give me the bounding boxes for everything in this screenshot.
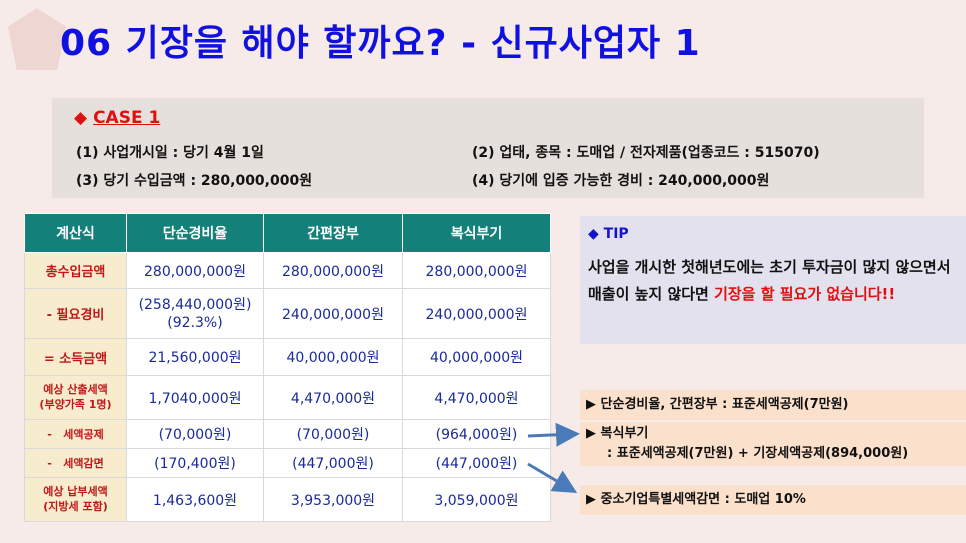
table-cell: 280,000,000원 bbox=[402, 252, 551, 289]
table-row: = 소득금액 21,560,000원 40,000,000원 40,000,00… bbox=[24, 338, 551, 376]
table-row: 총수입금액 280,000,000원 280,000,000원 280,000,… bbox=[24, 252, 551, 289]
arrow-icon bbox=[527, 462, 578, 494]
table-cell: 4,470,000원 bbox=[402, 375, 551, 420]
column-header-simple-rate: 단순경비율 bbox=[126, 213, 264, 253]
row-label-calculated-tax: 예상 산출세액 (부양가족 1명) bbox=[24, 375, 127, 420]
arrow-icon bbox=[527, 422, 580, 447]
note-text: ▶ 중소기업특별세액감면 : 도매업 10% bbox=[586, 492, 806, 507]
note-text: : 표준세액공제(7만원) + 기장세액공제(894,000원) bbox=[598, 446, 909, 461]
table-row: 예상 납부세액 (지방세 포함) 1,463,600원 3,953,000원 3… bbox=[24, 477, 551, 522]
case-label: CASE 1 bbox=[93, 108, 161, 128]
note-double-entry: ▶ 복식부기 : 표준세액공제(7만원) + 기장세액공제(894,000원) bbox=[580, 422, 966, 466]
case-heading: ◆ CASE 1 bbox=[74, 108, 160, 128]
column-header-formula: 계산식 bbox=[24, 213, 127, 253]
tip-highlight: 기장을 할 필요가 없습니다!! bbox=[714, 285, 896, 303]
diamond-bullet-icon: ◆ bbox=[74, 108, 88, 128]
note-sme-reduction: ▶ 중소기업특별세액감면 : 도매업 10% bbox=[580, 485, 966, 515]
table-row: 예상 산출세액 (부양가족 1명) 1,7040,000원 4,470,000원… bbox=[24, 375, 551, 420]
row-label-income: = 소득금액 bbox=[24, 338, 127, 376]
case-item-expenses: (4) 당기에 입증 가능한 경비 : 240,000,000원 bbox=[472, 173, 770, 189]
note-standard-credit: ▶ 단순경비율, 간편장부 : 표준세액공제(7만원) bbox=[580, 390, 966, 420]
table-cell: 40,000,000원 bbox=[263, 338, 403, 376]
note-text: ▶ 복식부기 bbox=[586, 426, 649, 441]
table-cell: (964,000원) bbox=[402, 419, 551, 449]
table-cell: 280,000,000원 bbox=[126, 252, 264, 289]
table-row: - 세액공제 (70,000원) (70,000원) (964,000원) bbox=[24, 419, 551, 449]
tip-body: 사업을 개시한 첫해년도에는 초기 투자금이 많지 않으면서 매출이 높지 않다… bbox=[588, 254, 964, 308]
column-header-simple-book: 간편장부 bbox=[263, 213, 403, 253]
table-cell: 280,000,000원 bbox=[263, 252, 403, 289]
row-label-total-revenue: 총수입금액 bbox=[24, 252, 127, 289]
table-cell: 1,463,600원 bbox=[126, 477, 264, 522]
table-cell: (170,400원) bbox=[126, 448, 264, 478]
case-item-revenue: (3) 당기 수입금액 : 280,000,000원 bbox=[76, 173, 313, 189]
column-header-double-entry: 복식부기 bbox=[402, 213, 551, 253]
row-label-expenses: - 필요경비 bbox=[24, 288, 127, 339]
table-cell: (447,000원) bbox=[263, 448, 403, 478]
tip-text: 사업을 개시한 첫해년도에는 초기 투자금이 많지 않으면서 매출이 높지 않다… bbox=[588, 258, 951, 303]
table-cell: 240,000,000원 bbox=[263, 288, 403, 339]
page-title: 06 기장을 해야 할까요? - 신규사업자 1 bbox=[60, 23, 701, 64]
case-item-start-date: (1) 사업개시일 : 당기 4월 1일 bbox=[76, 145, 264, 161]
table-header-row: 계산식 단순경비율 간편장부 복식부기 bbox=[24, 213, 551, 253]
tip-box: ◆ TIP 사업을 개시한 첫해년도에는 초기 투자금이 많지 않으면서 매출이… bbox=[580, 216, 966, 344]
table-row: - 세액감면 (170,400원) (447,000원) (447,000원) bbox=[24, 448, 551, 478]
tax-comparison-table: 계산식 단순경비율 간편장부 복식부기 총수입금액 280,000,000원 2… bbox=[24, 213, 551, 522]
case-box: ◆ CASE 1 (1) 사업개시일 : 당기 4월 1일 (2) 업태, 종목 … bbox=[52, 98, 924, 198]
tip-heading: ◆ TIP bbox=[588, 226, 629, 242]
row-label-payable-tax: 예상 납부세액 (지방세 포함) bbox=[24, 477, 127, 522]
note-text: ▶ 단순경비율, 간편장부 : 표준세액공제(7만원) bbox=[586, 397, 849, 412]
row-label-tax-credit: - 세액공제 bbox=[24, 419, 127, 449]
table-cell: 40,000,000원 bbox=[402, 338, 551, 376]
table-cell: (70,000원) bbox=[263, 419, 403, 449]
table-cell: (70,000원) bbox=[126, 419, 264, 449]
case-item-business-type: (2) 업태, 종목 : 도매업 / 전자제품(업종코드 : 515070) bbox=[472, 145, 820, 161]
table-cell: 3,059,000원 bbox=[402, 477, 551, 522]
row-label-tax-reduction: - 세액감면 bbox=[24, 448, 127, 478]
table-cell: 1,7040,000원 bbox=[126, 375, 264, 420]
